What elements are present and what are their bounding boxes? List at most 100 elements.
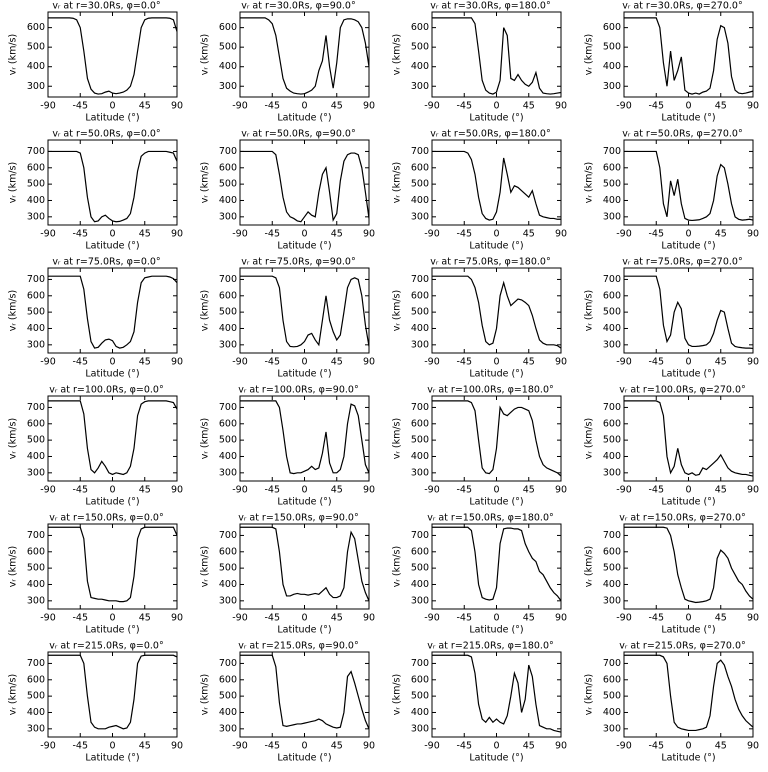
x-axis-label: Latitude (°) — [469, 625, 523, 636]
y-tick-label: 400 — [27, 579, 45, 590]
y-tick-label: 500 — [219, 563, 237, 574]
x-tick-label: 45 — [139, 485, 151, 496]
x-tick-label: 0 — [685, 485, 691, 496]
x-tick-label: -90 — [616, 357, 632, 368]
plot-frame — [239, 523, 370, 610]
y-tick-label: 400 — [219, 195, 237, 206]
x-tick-label: 45 — [331, 229, 343, 240]
x-tick-label: 45 — [523, 229, 535, 240]
y-tick-label: 700 — [603, 658, 621, 669]
y-tick-label: 400 — [603, 579, 621, 590]
x-tick-label: 0 — [109, 229, 115, 240]
plot-area — [48, 654, 177, 730]
x-tick-label: -90 — [424, 613, 440, 624]
x-tick-label: -45 — [72, 485, 88, 496]
y-tick-label: 300 — [603, 595, 621, 606]
y-tick-label: 600 — [27, 546, 45, 557]
plot-frame — [239, 651, 370, 738]
data-line — [240, 275, 369, 348]
plot-frame — [623, 523, 754, 610]
x-tick-label: 90 — [363, 357, 375, 368]
y-axis-label: vᵣ (km/s) — [392, 162, 403, 203]
x-tick-label: 0 — [301, 741, 307, 752]
x-tick-label: -45 — [264, 229, 280, 240]
panel-title: vᵣ at r=50.0Rs, φ=270.0° — [622, 129, 742, 140]
panel-title: vᵣ at r=150.0Rs, φ=0.0° — [49, 513, 163, 524]
y-tick-label: 300 — [603, 467, 621, 478]
data-line — [240, 150, 369, 223]
y-tick-label: 400 — [27, 451, 45, 462]
x-tick-label: 45 — [715, 101, 727, 112]
y-tick-label: 500 — [27, 179, 45, 190]
plot-frame — [47, 395, 178, 482]
plot-frame — [431, 267, 562, 354]
y-axis-label: vᵣ (km/s) — [200, 674, 211, 715]
y-tick-label: 300 — [603, 81, 621, 92]
panel-title: vᵣ at r=100.0Rs, φ=180.0° — [427, 385, 554, 396]
y-tick-label: 300 — [603, 211, 621, 222]
y-axis-label: vᵣ (km/s) — [584, 34, 595, 75]
y-tick-label: 400 — [219, 61, 237, 72]
y-tick-label: 600 — [219, 162, 237, 173]
x-tick-label: 90 — [363, 101, 375, 112]
y-tick-label: 700 — [219, 146, 237, 157]
x-tick-label: 45 — [139, 741, 151, 752]
panel-title: vᵣ at r=100.0Rs, φ=90.0° — [238, 385, 358, 396]
plot-area — [432, 400, 561, 477]
panel: vᵣ at r=50.0Rs, φ=90.0° Latitude (°) vᵣ (k… — [200, 129, 376, 252]
y-tick-label: 400 — [411, 195, 429, 206]
y-axis-label: vᵣ (km/s) — [8, 674, 19, 715]
x-axis-label: Latitude (°) — [469, 113, 523, 124]
x-axis-label: Latitude (°) — [469, 753, 523, 764]
y-tick-label: 400 — [411, 323, 429, 334]
y-tick-label: 700 — [411, 658, 429, 669]
y-tick-label: 400 — [411, 579, 429, 590]
y-tick-label: 700 — [411, 530, 429, 541]
x-tick-label: 90 — [747, 613, 759, 624]
panel: vᵣ at r=100.0Rs, φ=270.0° Latitude (°) vᵣ … — [584, 385, 760, 508]
y-tick-label: 400 — [411, 451, 429, 462]
data-line — [240, 17, 369, 95]
x-axis-label: Latitude (°) — [661, 113, 715, 124]
plot-frame — [623, 267, 754, 354]
panel: vᵣ at r=150.0Rs, φ=180.0° Latitude (°) vᵣ … — [392, 513, 568, 636]
x-tick-label: -90 — [424, 229, 440, 240]
y-axis-label: vᵣ (km/s) — [392, 418, 403, 459]
panel: vᵣ at r=75.0Rs, φ=0.0° Latitude (°) vᵣ (km… — [8, 257, 184, 380]
x-tick-label: 90 — [555, 485, 567, 496]
x-tick-label: 0 — [109, 101, 115, 112]
x-tick-label: 45 — [715, 357, 727, 368]
plot-frame — [623, 651, 754, 738]
y-axis-label: vᵣ (km/s) — [200, 546, 211, 587]
data-line — [432, 275, 561, 349]
y-tick-label: 400 — [27, 323, 45, 334]
x-tick-label: 45 — [523, 357, 535, 368]
plot-frame — [431, 139, 562, 226]
y-tick-label: 400 — [219, 707, 237, 718]
panel-title: vᵣ at r=100.0Rs, φ=270.0° — [619, 385, 746, 396]
y-tick-label: 300 — [27, 467, 45, 478]
y-tick-label: 600 — [27, 674, 45, 685]
panel-title: vᵣ at r=100.0Rs, φ=0.0° — [49, 385, 163, 396]
plot-frame — [47, 523, 178, 610]
panel-title: vᵣ at r=150.0Rs, φ=270.0° — [619, 513, 746, 524]
panel: vᵣ at r=100.0Rs, φ=90.0° Latitude (°) vᵣ (… — [200, 385, 376, 508]
y-tick-label: 500 — [411, 42, 429, 53]
x-tick-label: 0 — [493, 229, 499, 240]
x-tick-label: -45 — [456, 357, 472, 368]
x-tick-label: 90 — [171, 485, 183, 496]
plot-frame — [47, 139, 178, 226]
y-tick-label: 600 — [603, 418, 621, 429]
x-tick-label: -90 — [40, 229, 56, 240]
x-axis-label: Latitude (°) — [469, 497, 523, 508]
y-tick-label: 600 — [603, 546, 621, 557]
x-tick-label: 0 — [301, 613, 307, 624]
data-line — [48, 654, 177, 730]
x-tick-label: -45 — [264, 101, 280, 112]
y-tick-label: 300 — [411, 81, 429, 92]
y-tick-label: 600 — [411, 674, 429, 685]
y-tick-label: 300 — [219, 81, 237, 92]
x-tick-label: 45 — [715, 741, 727, 752]
x-tick-label: -45 — [264, 485, 280, 496]
plot-area — [48, 17, 177, 95]
